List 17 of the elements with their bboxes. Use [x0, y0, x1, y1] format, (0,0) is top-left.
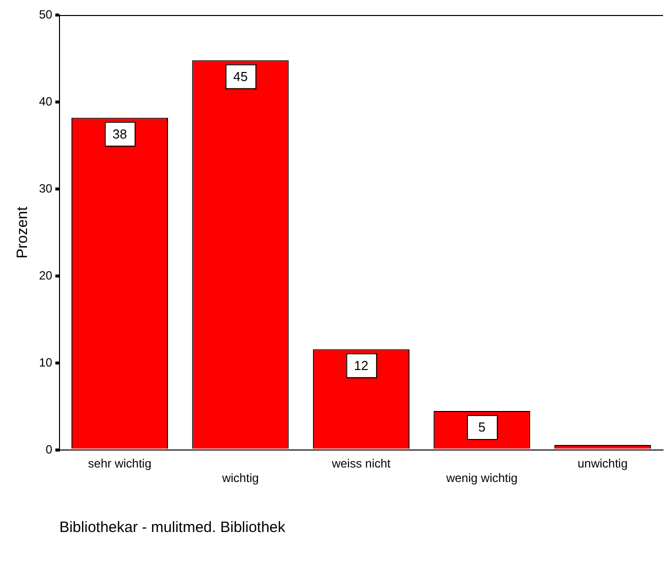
- x-axis-title: Bibliothekar - mulitmed. Bibliothek: [59, 519, 286, 536]
- x-tick-label: weiss nicht: [330, 456, 392, 471]
- x-tick-label: wichtig: [221, 471, 259, 486]
- x-tick-label: unwichtig: [578, 456, 628, 471]
- data-label: 38: [112, 126, 127, 142]
- y-tick-label: 50: [38, 7, 53, 22]
- data-label: 5: [478, 420, 486, 435]
- data-label: 12: [354, 358, 368, 373]
- x-tick-label: sehr wichtig: [88, 456, 152, 471]
- y-tick-label: 30: [38, 181, 53, 196]
- data-label: 45: [233, 68, 248, 84]
- y-tick-label: 0: [46, 442, 53, 457]
- y-tick-label: 10: [38, 355, 53, 370]
- y-axis-title: Prozent: [14, 206, 32, 258]
- y-tick-label: 20: [38, 268, 53, 282]
- x-tick-label: wenig wichtig: [445, 471, 518, 486]
- y-tick-label: 40: [38, 94, 53, 108]
